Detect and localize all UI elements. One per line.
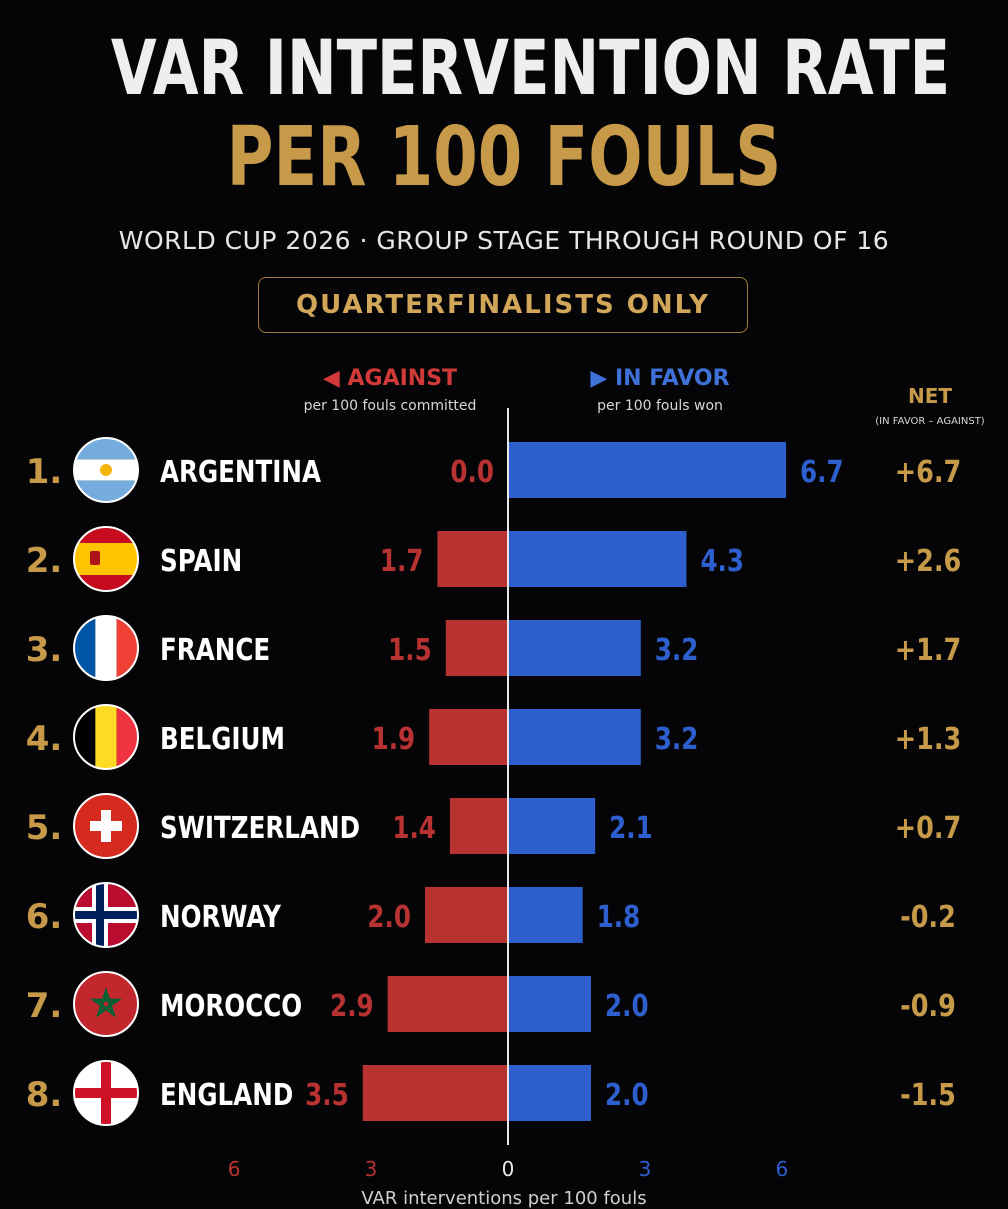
in-favor-bar [508,442,787,498]
norway-flag-icon [73,882,139,948]
rank-label: 4. [26,719,63,759]
spain-flag-icon [73,526,139,592]
country-name: ARGENTINA [160,456,322,490]
in-favor-value-label: 3.2 [655,634,699,668]
in-favor-bar [508,887,583,943]
rank-label: 7. [26,986,63,1026]
country-name: ENGLAND [160,1079,293,1113]
net-value-label: -0.9 [900,988,956,1024]
against-value-label: 1.7 [380,545,424,579]
net-value-label: +6.7 [895,454,962,490]
net-value-label: +1.3 [895,721,962,757]
belgium-flag-icon [73,704,139,770]
morocco-flag-icon [73,971,139,1037]
against-bar [362,1065,508,1121]
in-favor-value-label: 2.0 [605,990,649,1024]
country-name: NORWAY [160,901,282,935]
net-value-label: +2.6 [895,543,962,579]
x-tick-label: 3 [639,1157,652,1181]
against-bar [445,620,508,676]
x-tick-label: 3 [365,1157,378,1181]
against-value-label: 2.9 [330,990,374,1024]
against-value-label: 2.0 [367,901,411,935]
against-value-label: 3.5 [305,1079,349,1113]
country-name: FRANCE [160,634,270,668]
title-line-1: VAR INTERVENTION RATE [110,23,951,112]
switzerland-flag-icon [73,793,139,859]
country-name: SPAIN [160,545,242,579]
country-name: SWITZERLAND [160,812,360,846]
in-favor-bar [508,709,641,765]
in-favor-bar [508,798,596,854]
net-subheader: (IN FAVOR – AGAINST) [875,416,985,427]
against-value-label: 1.4 [392,812,436,846]
in-favor-value-label: 1.8 [597,901,641,935]
against-value-label: 1.9 [372,723,416,757]
in-favor-value-label: 2.1 [609,812,653,846]
in-favor-subheader: per 100 fouls won [597,398,723,414]
argentina-flag-icon [73,437,139,503]
in-favor-bar [508,976,591,1032]
x-axis-label: VAR interventions per 100 fouls [361,1188,647,1209]
in-favor-bar [508,531,687,587]
x-tick-label: 0 [502,1157,515,1181]
net-value-label: -0.2 [900,899,956,935]
england-flag-icon [73,1060,139,1126]
quarterfinalists-badge: QUARTERFINALISTS ONLY [258,277,748,333]
country-name: MOROCCO [160,990,302,1024]
title-line-2: PER 100 FOULS [226,110,782,205]
against-bar [425,887,508,943]
x-tick-label: 6 [776,1157,789,1181]
in-favor-bar [508,620,641,676]
in-favor-header: ▶ IN FAVOR [590,366,730,391]
rank-label: 2. [26,541,63,581]
in-favor-bar [508,1065,591,1121]
against-bar [437,531,508,587]
france-flag-icon [73,615,139,681]
net-value-label: -1.5 [900,1077,956,1113]
x-tick-label: 6 [228,1157,241,1181]
in-favor-value-label: 6.7 [800,456,844,490]
rank-label: 8. [26,1075,63,1115]
against-bar [449,798,508,854]
against-subheader: per 100 fouls committed [303,398,477,414]
net-value-label: +0.7 [895,810,962,846]
in-favor-value-label: 2.0 [605,1079,649,1113]
rank-label: 1. [26,452,63,492]
in-favor-value-label: 3.2 [655,723,699,757]
rank-label: 5. [26,808,63,848]
country-name: BELGIUM [160,723,285,757]
rank-label: 6. [26,897,63,937]
in-favor-value-label: 4.3 [700,545,744,579]
against-value-label: 1.5 [388,634,432,668]
against-bar [387,976,508,1032]
net-header: NET [907,384,953,408]
against-header: ◀ AGAINST [322,366,458,391]
rank-label: 3. [26,630,63,670]
subtitle: WORLD CUP 2026 · GROUP STAGE THROUGH ROU… [118,226,890,255]
net-value-label: +1.7 [895,632,962,668]
against-value-label: 0.0 [450,456,494,490]
against-bar [429,709,508,765]
